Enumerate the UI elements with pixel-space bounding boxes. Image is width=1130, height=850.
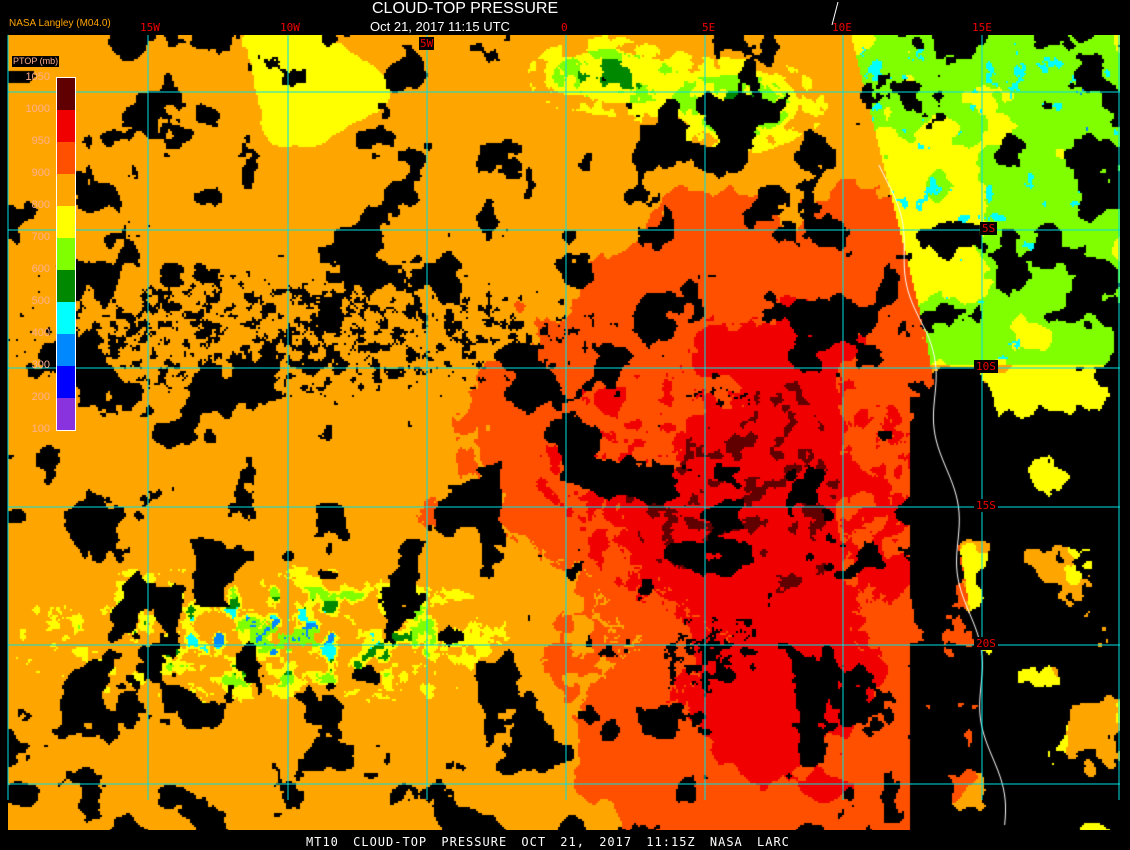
map-title: CLOUD-TOP PRESSURE <box>372 0 559 17</box>
legend-label: 100 <box>31 423 50 435</box>
legend-label: 600 <box>31 263 50 275</box>
legend-title: PTOP (mb) <box>12 56 60 67</box>
lat-label-10s: 10S <box>974 360 998 373</box>
lat-label-5s: 5S <box>980 222 998 235</box>
legend-band <box>57 110 75 142</box>
legend-label: 500 <box>31 295 50 307</box>
legend-band <box>57 238 75 270</box>
lon-label-15e: 15E <box>972 21 992 34</box>
lon-label-5e: 5E <box>702 21 716 34</box>
legend-label: 1000 <box>25 103 50 115</box>
legend-band <box>57 142 75 174</box>
legend-label: 900 <box>31 167 50 179</box>
organization-label: NASA Langley (M04.0) <box>9 18 111 29</box>
legend-band <box>57 366 75 398</box>
pressure-color-legend <box>56 77 76 431</box>
map-timestamp: Oct 21, 2017 11:15 UTC <box>370 19 510 34</box>
lon-label-15w: 15W <box>140 21 160 34</box>
lat-label-20s: 20S <box>974 637 998 650</box>
lon-label-0: 0 <box>561 21 568 34</box>
cloud-top-pressure-map <box>8 35 1120 830</box>
legend-label: 950 <box>31 135 50 147</box>
legend-band <box>57 334 75 366</box>
lon-label-10e: 10E <box>832 21 852 34</box>
legend-band <box>57 270 75 302</box>
lat-label-15s: 15S <box>974 499 998 512</box>
coastline-segment <box>831 1 839 26</box>
lon-label-10w: 10W <box>280 21 300 34</box>
legend-label: 300 <box>31 359 50 371</box>
legend-label: 800 <box>31 199 50 211</box>
legend-label: 1050 <box>25 71 50 83</box>
legend-band <box>57 174 75 206</box>
legend-label: 700 <box>31 231 50 243</box>
legend-band <box>57 206 75 238</box>
lon-label-5w: 5W <box>419 37 435 50</box>
legend-label: 200 <box>31 391 50 403</box>
legend-band <box>57 302 75 334</box>
legend-band <box>57 398 75 430</box>
legend-band <box>57 78 75 110</box>
footer-caption: MT10 CLOUD-TOP PRESSURE OCT 21, 2017 11:… <box>306 835 790 849</box>
legend-label: 400 <box>31 327 50 339</box>
